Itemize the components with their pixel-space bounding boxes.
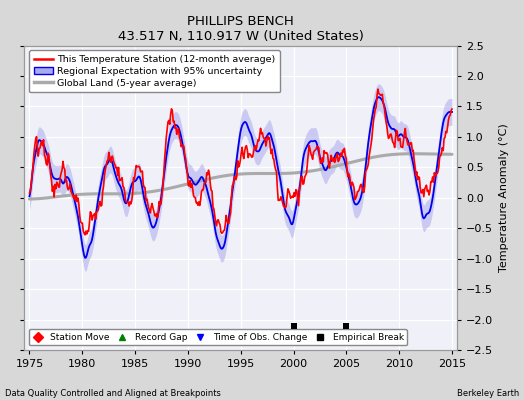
Text: Berkeley Earth: Berkeley Earth (456, 389, 519, 398)
Text: Data Quality Controlled and Aligned at Breakpoints: Data Quality Controlled and Aligned at B… (5, 389, 221, 398)
Legend: Station Move, Record Gap, Time of Obs. Change, Empirical Break: Station Move, Record Gap, Time of Obs. C… (29, 329, 407, 346)
Y-axis label: Temperature Anomaly (°C): Temperature Anomaly (°C) (499, 123, 509, 272)
Title: PHILLIPS BENCH
43.517 N, 110.917 W (United States): PHILLIPS BENCH 43.517 N, 110.917 W (Unit… (118, 15, 364, 43)
